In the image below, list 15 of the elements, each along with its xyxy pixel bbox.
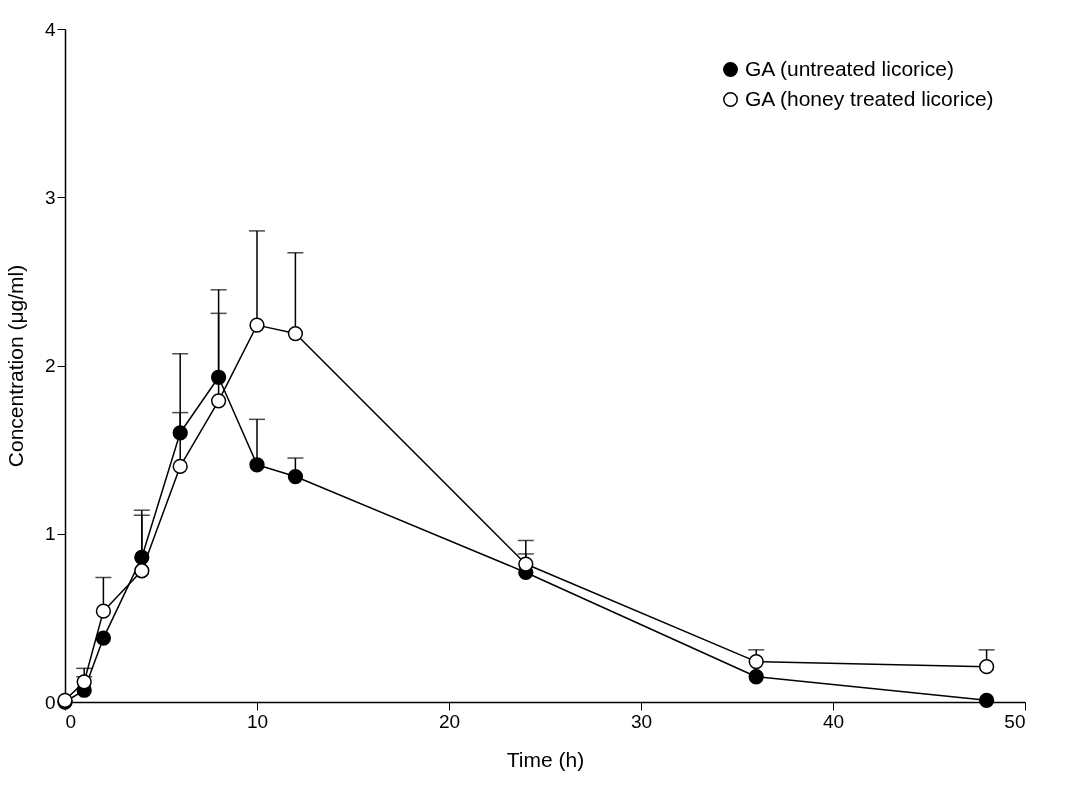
y-tick-label: 4 xyxy=(44,18,56,40)
legend-label: GA (honey treated licorice) xyxy=(745,86,994,110)
y-tick-label: 1 xyxy=(44,523,56,545)
y-tick-label: 2 xyxy=(44,355,56,376)
y-axis-title: Concentration (μg/ml) xyxy=(3,264,27,468)
x-tick-label: 40 xyxy=(822,710,845,732)
x-tick-label: 30 xyxy=(630,710,653,732)
y-tick-label: 0 xyxy=(44,691,56,713)
x-tick-label: 10 xyxy=(246,710,269,732)
x-tick-label: 0 xyxy=(65,710,77,732)
y-tick-label: 3 xyxy=(44,186,56,208)
x-tick-label: 50 xyxy=(1004,710,1026,732)
x-axis-title: Time (h) xyxy=(506,747,585,771)
legend-label: GA (untreated licorice) xyxy=(745,56,954,80)
x-tick-label: 20 xyxy=(438,710,461,732)
